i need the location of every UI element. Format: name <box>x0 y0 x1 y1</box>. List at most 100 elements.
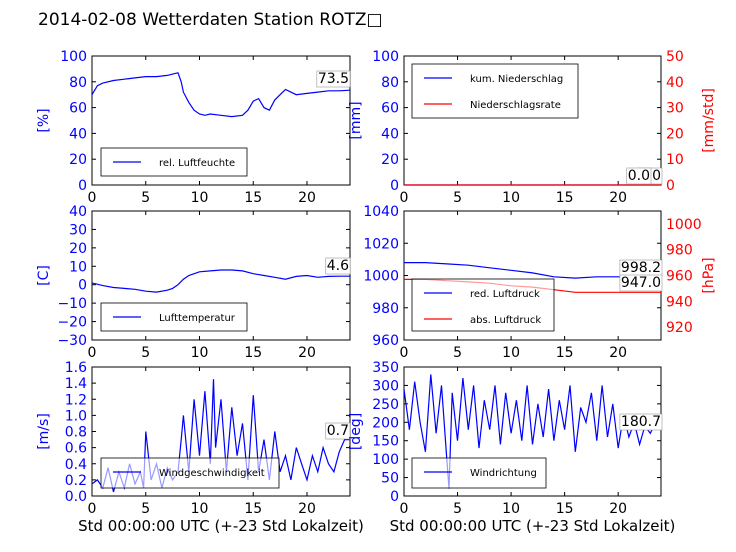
y-right-tick-label: 940 <box>666 294 693 310</box>
y-tick-label: 250 <box>372 397 399 413</box>
x-tick-label: 10 <box>191 190 209 206</box>
x-tick-label: 15 <box>244 190 262 206</box>
y-right-tick-label: 960 <box>666 269 693 285</box>
y-tick-label: 50 <box>381 471 399 487</box>
x-tick-label: 0 <box>400 345 409 361</box>
y-right-tick-label: 30 <box>666 101 684 117</box>
y-tick-label: 150 <box>372 434 399 450</box>
temperature-series-line-0 <box>92 269 350 293</box>
windspeed-legend-box <box>100 457 280 489</box>
x-tick-label: 15 <box>244 345 262 361</box>
temperature-last-value: 4.6 <box>327 258 349 274</box>
y-tick-label: −30 <box>57 333 87 349</box>
last-value-box <box>626 167 652 185</box>
y-tick-label: 100 <box>372 49 399 65</box>
winddir-x-axis-label: Std 00:00:00 UTC (+-23 Std Lokalzeit) <box>390 517 676 535</box>
humidity-series-line-0 <box>92 72 350 118</box>
y-tick-label: 0 <box>390 178 399 194</box>
x-tick-label: 0 <box>88 190 97 206</box>
y-tick-label: 1.6 <box>65 360 87 376</box>
winddir-last-value: 180.7 <box>621 414 661 430</box>
x-tick-label: 5 <box>453 345 462 361</box>
y-tick-label: 0.2 <box>65 473 87 489</box>
legend-label: Windgeschwindigkeit <box>159 468 265 479</box>
y-tick-label: 350 <box>372 360 399 376</box>
windspeed-x-axis-label: Std 00:00:00 UTC (+-23 Std Lokalzeit) <box>78 517 364 535</box>
x-tick-label: 20 <box>609 501 627 517</box>
y-tick-label: 1040 <box>363 204 399 220</box>
y-right-tick-label: 1000 <box>666 217 702 233</box>
legend-label: abs. Luftdruck <box>470 315 541 326</box>
x-tick-label: 15 <box>244 501 262 517</box>
last-value-box <box>619 413 663 431</box>
legend-label: rel. Luftfeuchte <box>159 158 235 169</box>
legend-label: Niederschlagsrate <box>470 100 561 111</box>
x-tick-label: 10 <box>502 190 520 206</box>
x-tick-label: 15 <box>556 345 574 361</box>
windspeed-last-value: 0.7 <box>327 423 349 439</box>
temperature-y-axis-label: [C] <box>36 265 52 286</box>
last-value-box <box>316 70 351 88</box>
x-tick-label: 5 <box>141 501 150 517</box>
y-tick-label: 80 <box>381 75 399 91</box>
y-tick-label: 40 <box>69 126 87 142</box>
x-tick-label: 20 <box>298 190 316 206</box>
precip-y-right-axis-label: [mm/std] <box>701 88 717 153</box>
y-tick-label: 20 <box>69 241 87 257</box>
y-tick-label: 300 <box>372 378 399 394</box>
legend-label: kum. Niederschlag <box>470 74 563 85</box>
x-tick-label: 20 <box>609 345 627 361</box>
y-tick-label: 60 <box>381 101 399 117</box>
pressure-y-right-axis-label: [hPa] <box>701 257 717 293</box>
y-tick-label: 980 <box>372 301 399 317</box>
x-tick-label: 5 <box>453 190 462 206</box>
y-tick-label: 100 <box>60 49 87 65</box>
x-tick-label: 10 <box>191 501 209 517</box>
precip-last-value-2: 0.0 <box>628 168 650 184</box>
y-tick-label: 60 <box>69 101 87 117</box>
y-tick-label: 200 <box>372 415 399 431</box>
pressure-last-value-2: 947.0 <box>621 275 661 291</box>
y-tick-label: 1.4 <box>65 376 87 392</box>
x-tick-label: 10 <box>191 345 209 361</box>
y-tick-label: 0 <box>78 278 87 294</box>
x-tick-label: 10 <box>502 345 520 361</box>
legend-label: red. Luftdruck <box>470 289 540 300</box>
y-tick-label: 1.2 <box>65 392 87 408</box>
humidity-last-value: 73.5 <box>318 71 349 87</box>
y-tick-label: 40 <box>381 126 399 142</box>
x-tick-label: 15 <box>556 501 574 517</box>
y-tick-label: 0.0 <box>65 489 87 505</box>
x-tick-label: 0 <box>88 501 97 517</box>
windspeed-y-axis-label: [m/s] <box>36 413 52 450</box>
precip-y-axis-label: [mm] <box>348 101 364 139</box>
x-tick-label: 0 <box>400 190 409 206</box>
x-tick-label: 10 <box>502 501 520 517</box>
x-tick-label: 15 <box>556 190 574 206</box>
y-tick-label: 30 <box>69 222 87 238</box>
y-tick-label: 0.4 <box>65 457 87 473</box>
y-right-tick-label: 0 <box>666 178 675 194</box>
y-tick-label: 960 <box>372 333 399 349</box>
x-tick-label: 5 <box>453 501 462 517</box>
y-tick-label: 40 <box>69 204 87 220</box>
y-tick-label: −10 <box>57 296 87 312</box>
x-tick-label: 0 <box>400 501 409 517</box>
y-tick-label: 1.0 <box>65 408 87 424</box>
last-value-box <box>325 422 351 440</box>
y-tick-label: 20 <box>69 152 87 168</box>
x-tick-label: 20 <box>609 190 627 206</box>
y-right-tick-label: 980 <box>666 243 693 259</box>
y-tick-label: 0.8 <box>65 425 87 441</box>
y-right-tick-label: 10 <box>666 152 684 168</box>
last-value-box <box>619 274 663 292</box>
y-right-tick-label: 40 <box>666 75 684 91</box>
y-right-tick-label: 920 <box>666 320 693 336</box>
winddir-y-axis-label: [deg] <box>348 413 364 450</box>
pressure-legend-box <box>411 278 555 332</box>
x-tick-label: 5 <box>141 190 150 206</box>
legend-label: Windrichtung <box>470 468 537 479</box>
humidity-y-axis-label: [%] <box>36 108 52 132</box>
y-right-tick-label: 50 <box>666 49 684 65</box>
